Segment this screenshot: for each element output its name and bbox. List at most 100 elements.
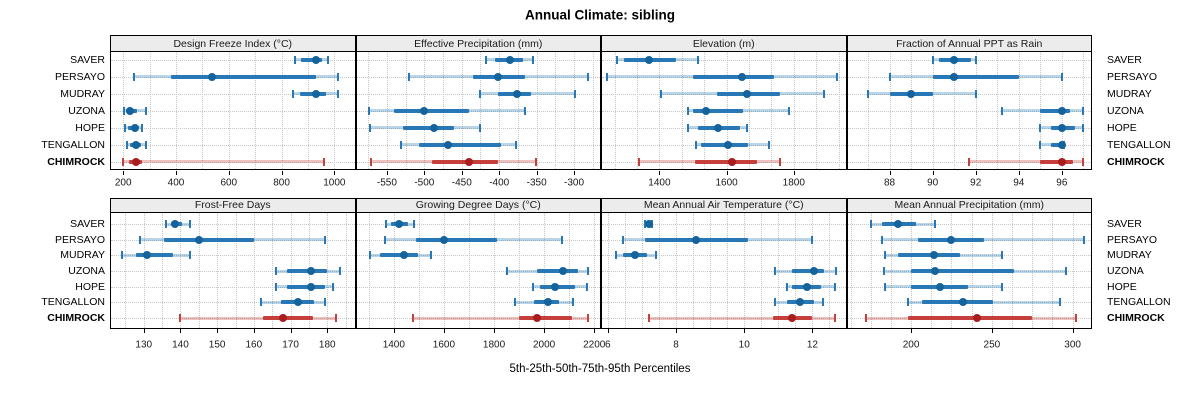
gridline-horizontal	[356, 255, 600, 257]
whisker-cap-95th	[412, 220, 415, 228]
gridline-horizontal	[356, 93, 600, 95]
whisker-cap-5th	[384, 235, 387, 244]
interquartile-band-25th-75th	[898, 253, 960, 258]
interquartile-band-25th-75th	[519, 316, 572, 321]
axis-tick-label: 150	[208, 339, 226, 351]
station-label-right: TENGALLON	[1107, 138, 1171, 151]
gridline-vertical	[198, 213, 200, 328]
axis-tick-mark	[659, 170, 661, 175]
median-dot-50th	[907, 89, 916, 98]
whisker-cap-95th	[335, 314, 338, 323]
whisker-cap-5th	[293, 55, 296, 64]
gridline-horizontal	[111, 255, 355, 257]
median-dot-50th	[929, 251, 938, 260]
axis-tick-mark	[574, 170, 576, 175]
whisker-cap-5th	[411, 314, 414, 323]
median-dot-50th	[787, 314, 796, 323]
axis-tick-label: 1600	[432, 339, 456, 351]
station-label-right: PERSAYO	[1107, 70, 1157, 83]
station-label-left: SAVER	[70, 218, 105, 230]
x-axis-label: 5th-25th-50th-75th-95th Percentiles	[509, 363, 691, 375]
gridline-vertical	[594, 213, 596, 328]
whisker-cap-5th	[531, 282, 534, 291]
axis-tick-mark	[228, 170, 230, 175]
whisker-cap-5th	[882, 267, 885, 275]
axis-tick-mark	[327, 329, 329, 333]
whisker-cap-95th	[779, 157, 782, 166]
gridline-horizontal	[111, 127, 355, 129]
axis-tick-mark	[281, 170, 283, 175]
gridline-horizontal	[847, 255, 1091, 257]
gridline-horizontal	[356, 318, 600, 320]
whisker-cap-95th	[587, 72, 590, 81]
axis-tick-mark	[386, 170, 388, 175]
median-dot-50th	[894, 220, 903, 228]
axis-tick-label: 1400	[382, 339, 405, 351]
station-label-left: TENGALLON	[41, 138, 105, 151]
gridline-vertical	[235, 213, 237, 328]
median-dot-50th	[513, 89, 522, 98]
whisker-cap-5th	[369, 251, 372, 260]
station-label-right: PERSAYO	[1107, 233, 1157, 246]
median-dot-50th	[306, 282, 315, 291]
axis-tick-mark	[594, 329, 596, 333]
interquartile-band-25th-75th	[693, 74, 774, 79]
whisker-cap-5th	[647, 314, 650, 323]
gridline-vertical	[443, 213, 445, 328]
panel-strip: Design Freeze Index (°C)	[110, 35, 356, 52]
axis-tick-mark	[443, 329, 445, 333]
median-dot-50th	[737, 72, 746, 81]
median-dot-50th	[931, 267, 940, 275]
whisker-cap-5th	[408, 72, 411, 81]
gridline-horizontal	[111, 318, 355, 320]
station-label-right: UZONA	[1107, 265, 1144, 277]
whisker-cap-5th	[505, 267, 508, 275]
axis-tick-mark	[744, 329, 746, 333]
gridline-horizontal	[111, 110, 355, 112]
panel-strip-title: Fraction of Annual PPT as Rain	[896, 37, 1043, 50]
interquartile-band-25th-75th	[922, 300, 994, 305]
gridline-vertical	[1052, 213, 1054, 328]
whisker-cap-5th	[385, 220, 388, 228]
median-dot-50th	[810, 267, 819, 275]
axis-tick-label: 2200	[583, 339, 606, 351]
station-label-left: HOPE	[75, 121, 105, 134]
interquartile-band-25th-75th	[1051, 142, 1062, 147]
axis-tick-label: 12	[806, 339, 818, 351]
whisker-cap-95th	[585, 282, 588, 291]
median-dot-50th	[311, 55, 320, 64]
gridline-horizontal	[111, 93, 355, 95]
axis-tick-label: 90	[927, 177, 939, 189]
gridline-vertical	[658, 213, 660, 328]
axis-tick-label: 2000	[533, 339, 556, 351]
whisker-cap-95th	[833, 282, 836, 291]
whisker-cap-95th	[523, 106, 526, 115]
whisker-cap-5th	[869, 220, 872, 228]
station-label-right: TENGALLON	[1107, 296, 1171, 309]
gridline-vertical	[624, 213, 626, 328]
whisker-cap-95th	[331, 282, 334, 291]
median-dot-50th	[430, 123, 439, 132]
gridline-horizontal	[602, 59, 846, 61]
axis-tick-mark	[175, 170, 177, 175]
whisker-cap-95th	[1065, 267, 1068, 275]
median-dot-50th	[796, 298, 805, 307]
whisker-cap-95th	[571, 298, 574, 307]
station-label-left: MUDRAY	[60, 87, 105, 100]
axis-tick-label: -550	[376, 177, 397, 189]
gridline-horizontal	[847, 93, 1091, 95]
median-dot-50th	[420, 106, 429, 115]
axis-tick-mark	[607, 329, 609, 333]
axis-tick-label: 96	[1056, 177, 1068, 189]
whisker-cap-95th	[1058, 298, 1061, 307]
whisker-cap-95th	[144, 140, 147, 149]
gridline-horizontal	[356, 286, 600, 288]
axis-tick-mark	[676, 329, 677, 333]
station-label-right: HOPE	[1107, 280, 1137, 293]
whisker-cap-5th	[274, 282, 277, 291]
interquartile-band-25th-75th	[911, 269, 1015, 273]
whisker-cap-5th	[367, 106, 370, 115]
gridline-vertical	[125, 213, 127, 328]
axis-tick-mark	[253, 329, 255, 333]
